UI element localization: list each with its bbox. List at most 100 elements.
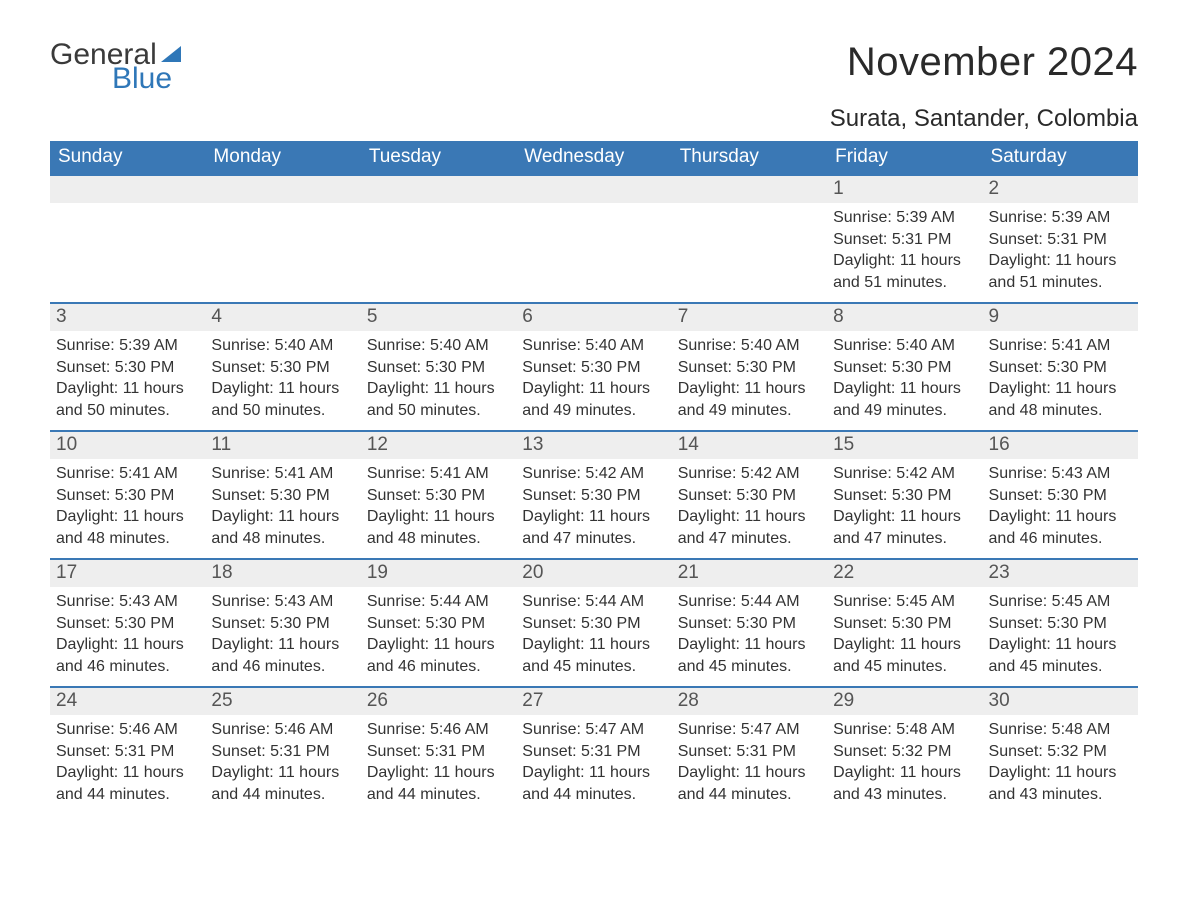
sunset-line: Sunset: 5:30 PM [833, 485, 976, 507]
day-number: 12 [361, 432, 516, 459]
sunrise-value: 5:40 AM [741, 337, 800, 354]
calendar-day-cell [50, 175, 205, 303]
sunset-line: Sunset: 5:30 PM [211, 613, 354, 635]
daylight-line: Daylight: 11 hours and 46 minutes. [367, 634, 510, 677]
sunrise-line: Sunrise: 5:40 AM [367, 335, 510, 357]
sunrise-label: Sunrise: [678, 593, 741, 610]
day-details: Sunrise: 5:45 AMSunset: 5:30 PMDaylight:… [983, 587, 1138, 683]
daylight-line: Daylight: 11 hours and 50 minutes. [367, 378, 510, 421]
sunrise-line: Sunrise: 5:47 AM [678, 719, 821, 741]
daylight-label: Daylight: [833, 252, 900, 269]
sunset-line: Sunset: 5:30 PM [367, 613, 510, 635]
sunset-line: Sunset: 5:30 PM [211, 485, 354, 507]
weekday-header: Sunday [50, 141, 205, 175]
sunrise-label: Sunrise: [833, 465, 896, 482]
sunset-label: Sunset: [833, 359, 892, 376]
calendar-day-cell: 23Sunrise: 5:45 AMSunset: 5:30 PMDayligh… [983, 559, 1138, 687]
calendar-week-row: 17Sunrise: 5:43 AMSunset: 5:30 PMDayligh… [50, 559, 1138, 687]
sunrise-value: 5:40 AM [275, 337, 334, 354]
sunrise-line: Sunrise: 5:44 AM [522, 591, 665, 613]
sunrise-line: Sunrise: 5:41 AM [989, 335, 1132, 357]
sunrise-label: Sunrise: [678, 337, 741, 354]
sunset-line: Sunset: 5:30 PM [833, 613, 976, 635]
sunrise-line: Sunrise: 5:41 AM [211, 463, 354, 485]
daylight-line: Daylight: 11 hours and 46 minutes. [56, 634, 199, 677]
sunrise-line: Sunrise: 5:42 AM [833, 463, 976, 485]
sunset-line: Sunset: 5:32 PM [833, 741, 976, 763]
sunset-value: 5:30 PM [892, 615, 952, 632]
day-details: Sunrise: 5:40 AMSunset: 5:30 PMDaylight:… [827, 331, 982, 427]
daylight-line: Daylight: 11 hours and 49 minutes. [522, 378, 665, 421]
sunrise-value: 5:40 AM [430, 337, 489, 354]
day-number: 14 [672, 432, 827, 459]
sunset-label: Sunset: [833, 231, 892, 248]
sunset-label: Sunset: [56, 487, 115, 504]
calendar-day-cell: 12Sunrise: 5:41 AMSunset: 5:30 PMDayligh… [361, 431, 516, 559]
daylight-label: Daylight: [367, 764, 434, 781]
sunset-line: Sunset: 5:31 PM [989, 229, 1132, 251]
calendar-day-cell: 20Sunrise: 5:44 AMSunset: 5:30 PMDayligh… [516, 559, 671, 687]
sunrise-label: Sunrise: [522, 721, 585, 738]
sunset-value: 5:30 PM [892, 359, 952, 376]
daylight-line: Daylight: 11 hours and 45 minutes. [989, 634, 1132, 677]
calendar-day-cell: 1Sunrise: 5:39 AMSunset: 5:31 PMDaylight… [827, 175, 982, 303]
daylight-label: Daylight: [56, 380, 123, 397]
sunset-line: Sunset: 5:32 PM [989, 741, 1132, 763]
sunrise-line: Sunrise: 5:43 AM [989, 463, 1132, 485]
day-number: 18 [205, 560, 360, 587]
sunrise-label: Sunrise: [367, 465, 430, 482]
day-number: 7 [672, 304, 827, 331]
sunset-label: Sunset: [211, 615, 270, 632]
calendar-day-cell: 30Sunrise: 5:48 AMSunset: 5:32 PMDayligh… [983, 687, 1138, 815]
day-number: 4 [205, 304, 360, 331]
sunset-label: Sunset: [522, 487, 581, 504]
daylight-label: Daylight: [211, 380, 278, 397]
daylight-line: Daylight: 11 hours and 45 minutes. [833, 634, 976, 677]
daylight-label: Daylight: [989, 508, 1056, 525]
daylight-label: Daylight: [367, 380, 434, 397]
sunrise-value: 5:43 AM [275, 593, 334, 610]
sunrise-label: Sunrise: [522, 593, 585, 610]
day-details: Sunrise: 5:43 AMSunset: 5:30 PMDaylight:… [50, 587, 205, 683]
day-number [516, 176, 671, 203]
sunrise-label: Sunrise: [989, 593, 1052, 610]
daylight-line: Daylight: 11 hours and 45 minutes. [678, 634, 821, 677]
day-details: Sunrise: 5:43 AMSunset: 5:30 PMDaylight:… [205, 587, 360, 683]
calendar-day-cell: 5Sunrise: 5:40 AMSunset: 5:30 PMDaylight… [361, 303, 516, 431]
calendar-day-cell: 29Sunrise: 5:48 AMSunset: 5:32 PMDayligh… [827, 687, 982, 815]
sunrise-label: Sunrise: [211, 337, 274, 354]
sunrise-label: Sunrise: [678, 465, 741, 482]
sunset-label: Sunset: [522, 743, 581, 760]
day-number: 11 [205, 432, 360, 459]
day-number [205, 176, 360, 203]
sunset-label: Sunset: [678, 359, 737, 376]
sunrise-label: Sunrise: [833, 721, 896, 738]
calendar-week-row: 10Sunrise: 5:41 AMSunset: 5:30 PMDayligh… [50, 431, 1138, 559]
day-number: 25 [205, 688, 360, 715]
daylight-line: Daylight: 11 hours and 51 minutes. [833, 250, 976, 293]
weekday-header: Tuesday [361, 141, 516, 175]
daylight-line: Daylight: 11 hours and 48 minutes. [989, 378, 1132, 421]
daylight-label: Daylight: [56, 764, 123, 781]
sunrise-line: Sunrise: 5:41 AM [56, 463, 199, 485]
sunrise-line: Sunrise: 5:46 AM [56, 719, 199, 741]
day-details: Sunrise: 5:42 AMSunset: 5:30 PMDaylight:… [827, 459, 982, 555]
sunrise-value: 5:42 AM [585, 465, 644, 482]
calendar-day-cell: 14Sunrise: 5:42 AMSunset: 5:30 PMDayligh… [672, 431, 827, 559]
title-block: November 2024 Surata, Santander, Colombi… [830, 40, 1138, 133]
sunset-line: Sunset: 5:31 PM [56, 741, 199, 763]
sunset-value: 5:30 PM [115, 359, 175, 376]
calendar-day-cell: 25Sunrise: 5:46 AMSunset: 5:31 PMDayligh… [205, 687, 360, 815]
daylight-line: Daylight: 11 hours and 45 minutes. [522, 634, 665, 677]
daylight-label: Daylight: [833, 764, 900, 781]
sunset-line: Sunset: 5:31 PM [678, 741, 821, 763]
day-details: Sunrise: 5:41 AMSunset: 5:30 PMDaylight:… [205, 459, 360, 555]
sunrise-value: 5:44 AM [585, 593, 644, 610]
day-number: 13 [516, 432, 671, 459]
day-number [361, 176, 516, 203]
daylight-line: Daylight: 11 hours and 43 minutes. [833, 762, 976, 805]
calendar-day-cell: 13Sunrise: 5:42 AMSunset: 5:30 PMDayligh… [516, 431, 671, 559]
daylight-label: Daylight: [989, 636, 1056, 653]
sunrise-line: Sunrise: 5:42 AM [678, 463, 821, 485]
sunrise-value: 5:46 AM [430, 721, 489, 738]
